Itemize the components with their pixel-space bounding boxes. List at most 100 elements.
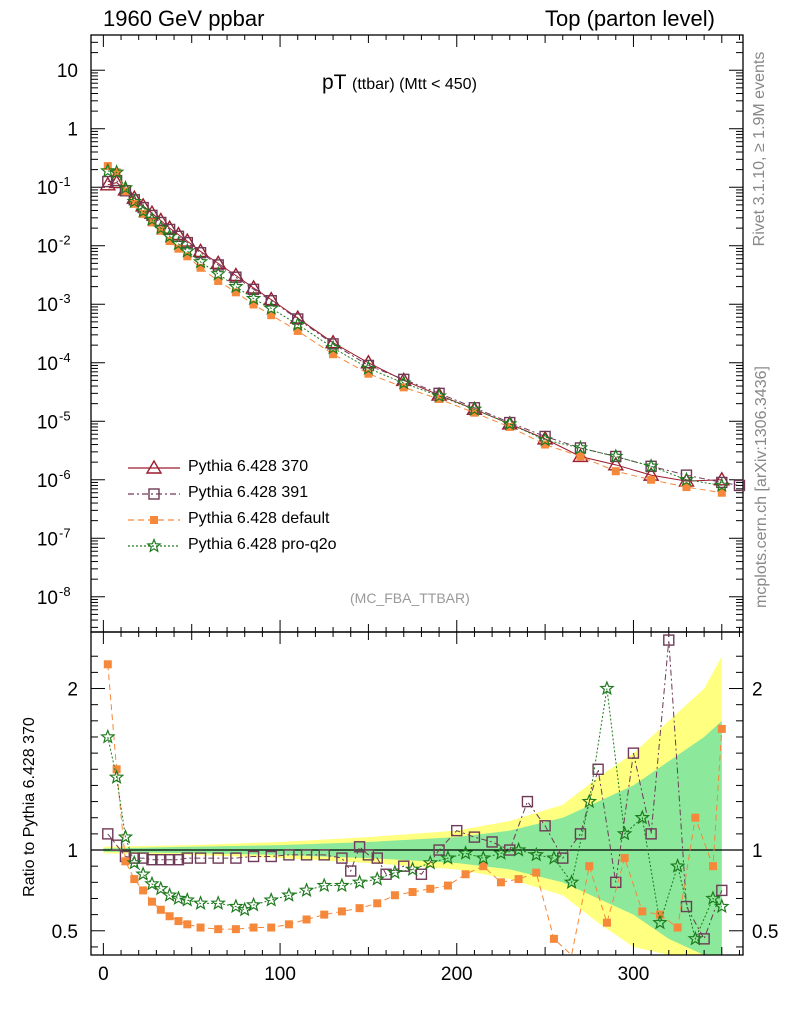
ratio-point-default — [638, 907, 647, 916]
ratio-point-default — [267, 923, 276, 932]
ratio-point-default — [717, 724, 726, 733]
ratio-point-default — [585, 862, 594, 871]
ratio-point-proq2o — [281, 886, 297, 902]
ratio-point-p391 — [371, 852, 383, 864]
ratio-point-p391 — [521, 795, 534, 808]
x-tick-label: 0 — [98, 964, 109, 985]
ratio-point-p391 — [212, 852, 224, 864]
y-tick-label-exponent: -5 — [59, 408, 71, 423]
x-tick-label: 300 — [618, 964, 650, 985]
ratio-point-proq2o — [245, 896, 262, 912]
point-p391 — [230, 271, 242, 283]
ratio-point-proq2o — [179, 891, 196, 907]
point-default — [231, 288, 240, 297]
ratio-point-p391 — [451, 824, 463, 837]
ratio-point-p391 — [336, 852, 348, 864]
point-proq2o — [608, 448, 624, 464]
ratio-point-p391 — [380, 868, 392, 880]
ratio-point-default — [355, 904, 364, 913]
point-default — [196, 263, 205, 272]
ratio-point-default — [183, 920, 192, 929]
ratio-point-default — [214, 925, 223, 934]
point-p391 — [327, 338, 339, 350]
point-default — [364, 369, 373, 378]
point-default — [329, 350, 338, 359]
point-proq2o — [502, 415, 518, 431]
ratio-point-default — [443, 881, 452, 890]
legend-marker-p370 — [145, 459, 163, 474]
ratio-point-default — [655, 910, 664, 919]
ratio-point-default — [103, 660, 112, 669]
ratio-point-p391 — [265, 850, 277, 863]
ratio-point-proq2o — [440, 849, 456, 865]
mcplots-label: mcplots.cern.ch [arXiv:1306.3436] — [753, 366, 770, 608]
y-tick-label: 10 — [37, 588, 58, 609]
y-tick-label-exponent: -2 — [59, 233, 71, 248]
ratio-point-default — [373, 899, 382, 908]
plot-title-sub: (ttbar) (Mtt < 450) — [351, 76, 477, 93]
y-tick-label: 10 — [37, 295, 58, 316]
ratio-point-proq2o — [298, 882, 315, 898]
point-default — [717, 488, 726, 497]
ratio-point-proq2o — [528, 846, 545, 862]
point-proq2o — [537, 431, 553, 447]
y-tick-label: 10 — [37, 237, 58, 258]
ratio-y-tick-label-right: 2 — [752, 680, 763, 701]
point-default — [647, 475, 656, 484]
ratio-point-default — [302, 915, 311, 924]
point-default — [174, 244, 183, 253]
point-proq2o — [396, 374, 412, 390]
ratio-point-p391 — [102, 828, 114, 840]
ratio-point-p391 — [230, 852, 242, 864]
point-proq2o — [289, 316, 306, 332]
ratio-plot-frame — [90, 631, 744, 956]
rivet-version-label: Rivet 3.1.10, ≥ 1.9M events — [751, 51, 768, 247]
header-process-label: Top (parton level) — [545, 6, 715, 31]
point-default — [183, 252, 192, 261]
ratio-point-p391 — [486, 836, 498, 848]
ratio-point-proq2o — [457, 845, 474, 860]
point-proq2o — [126, 193, 143, 209]
series-line-proq2o — [107, 170, 722, 486]
point-proq2o — [179, 242, 196, 258]
point-proq2o — [100, 162, 116, 178]
y-tick-label-exponent: -3 — [59, 291, 71, 306]
ratio-point-proq2o — [263, 891, 279, 907]
point-proq2o — [170, 235, 187, 251]
ratio-point-default — [139, 886, 148, 895]
ratio-y-tick-label-left: 1 — [67, 841, 78, 862]
ratio-point-default — [620, 854, 629, 863]
point-proq2o — [161, 228, 178, 243]
ratio-point-proq2o — [236, 901, 253, 917]
legend-marker-p391 — [148, 488, 160, 500]
ratio-point-p391 — [610, 876, 622, 889]
point-proq2o — [325, 339, 341, 355]
point-proq2o — [135, 203, 151, 218]
ratio-y-tick-label-right: 1 — [752, 841, 763, 862]
y-tick-label: 10 — [37, 412, 58, 433]
y-tick-label-exponent: -1 — [59, 174, 71, 189]
point-p391 — [181, 236, 193, 249]
point-default — [576, 452, 585, 461]
y-tick-label-exponent: -4 — [59, 350, 71, 365]
point-default — [267, 311, 276, 320]
series-line-default — [107, 165, 722, 494]
y-tick-label-exponent: -8 — [59, 584, 71, 599]
ratio-y-tick-label-right: 0.5 — [752, 922, 778, 943]
ratio-point-p391 — [663, 634, 675, 646]
point-proq2o — [210, 265, 226, 281]
series-line-p370 — [107, 182, 722, 482]
ratio-point-default — [284, 920, 293, 929]
ratio-point-p391 — [716, 884, 728, 897]
ratio-point-p391 — [574, 828, 587, 840]
point-proq2o — [144, 211, 160, 227]
ratio-point-default — [147, 897, 156, 906]
point-proq2o — [678, 471, 695, 487]
point-p391 — [102, 175, 114, 188]
ratio-point-default — [165, 912, 174, 921]
plot-title: pT (ttbar) (Mtt < 450) — [322, 71, 477, 95]
point-proq2o — [153, 219, 169, 235]
point-proq2o — [108, 164, 125, 179]
ratio-point-default — [249, 923, 258, 932]
analysis-label: (MC_FBA_TTBAR) — [350, 590, 470, 606]
